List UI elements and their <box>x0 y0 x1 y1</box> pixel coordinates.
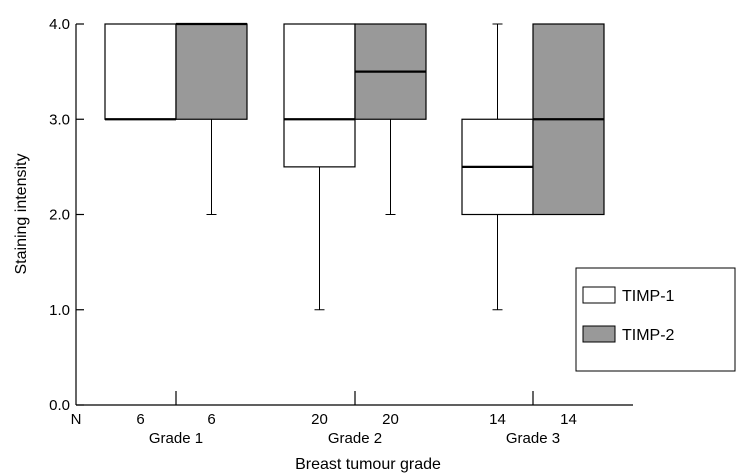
n-count-timp-2: 6 <box>207 411 215 428</box>
category-label: Grade 3 <box>506 430 560 447</box>
boxes <box>104 22 605 311</box>
y-tick-label: 0.0 <box>49 397 70 414</box>
box-timp-1 <box>104 23 177 120</box>
legend-label-timp-1: TIMP-1 <box>622 288 675 305</box>
box-timp-1 <box>283 23 356 168</box>
legend: TIMP-1 TIMP-2 <box>575 267 736 372</box>
category-label: Grade 1 <box>149 430 203 447</box>
y-tick-label: 4.0 <box>49 16 70 33</box>
y-tick-label: 2.0 <box>49 207 70 224</box>
legend-swatch-timp-1 <box>582 286 616 304</box>
n-count-timp-1: 6 <box>136 411 144 428</box>
y-tick-label: 1.0 <box>49 302 70 319</box>
legend-swatch-timp-2 <box>582 325 616 343</box>
n-count-timp-1: 20 <box>311 411 328 428</box>
category-label: Grade 2 <box>328 430 382 447</box>
n-label: N <box>71 411 82 428</box>
legend-frame <box>575 267 736 372</box>
n-count-timp-1: 14 <box>489 411 506 428</box>
y-axis-ticks: 0.0 1.0 2.0 3.0 4.0 <box>49 16 84 414</box>
y-axis-title: Staining intensity <box>13 154 30 275</box>
box-timp-2 <box>175 23 248 120</box>
n-count-timp-2: 20 <box>382 411 399 428</box>
y-tick-label: 3.0 <box>49 111 70 128</box>
legend-label-timp-2: TIMP-2 <box>622 327 675 344</box>
x-axis-title: Breast tumour grade <box>295 456 441 473</box>
n-count-timp-2: 14 <box>560 411 577 428</box>
